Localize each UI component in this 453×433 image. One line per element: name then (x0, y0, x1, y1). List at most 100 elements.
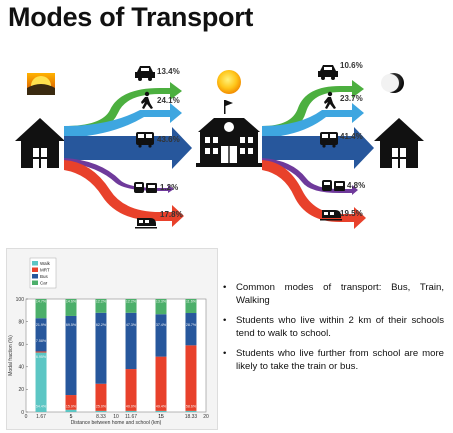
y-axis-label: Modal fraction (%) (8, 335, 14, 376)
flow-car (64, 82, 182, 138)
bar-segment (95, 312, 107, 384)
bar-segment (155, 299, 167, 315)
bar-segment (185, 299, 197, 314)
y-tick-label: 80 (18, 319, 24, 325)
category-label: 1.67 (36, 414, 46, 420)
flow-bus (64, 127, 192, 169)
y-tick-label: 40 (18, 365, 24, 371)
bar-data-label: 54.4% (36, 404, 47, 408)
category-label: 18.33 (185, 414, 198, 420)
bar-segment (155, 356, 167, 411)
flow-car-return (262, 80, 364, 138)
train-bus-percent-label: 1.2% (160, 183, 178, 192)
legend-label: MRT (40, 268, 50, 273)
x-tick-label: 10 (113, 414, 119, 420)
flow-train-bus (64, 158, 174, 193)
flow-walk-return (262, 103, 364, 138)
flows-to-school (64, 82, 192, 227)
bar-segment (35, 352, 47, 412)
mrt-percent-label: 17.8% (160, 210, 183, 219)
car-icon-return (318, 65, 338, 80)
bar-data-label: 21.9% (36, 323, 47, 327)
legend-swatch (32, 274, 38, 279)
bus-icon-return (320, 132, 338, 148)
mrt-icon-return (320, 210, 342, 221)
walk-return-percent-label: 23.7% (340, 94, 363, 103)
bar-segment (155, 314, 167, 357)
x-tick-label: 0 (25, 414, 28, 420)
train-bus-icon (134, 182, 157, 193)
x-axis-label: Distance between home and school (km) (71, 420, 162, 426)
flow-train-bus-return (262, 158, 358, 195)
y-tick-label: 0 (21, 410, 24, 416)
bar-segment (185, 313, 197, 346)
x-tick-label: 15 (158, 414, 164, 420)
bar-segment (35, 318, 47, 352)
legend-label: Walk (40, 261, 51, 266)
bar-data-label: 11.6% (186, 299, 197, 303)
bar-segment (185, 345, 197, 411)
bar-data-label: 37.4% (156, 323, 167, 327)
bar-segment (65, 395, 77, 410)
bar-data-label: 47.3% (126, 323, 137, 327)
car-icon (135, 66, 155, 81)
bullet-item: Students who live within 2 km of their s… (222, 315, 444, 340)
bar-segment (125, 410, 137, 412)
walk-icon-return (324, 91, 336, 109)
bar-data-label: 25.0% (96, 404, 107, 408)
flow-mrt-return (262, 160, 366, 229)
bar-data-label: 62.2% (96, 323, 107, 327)
walk-icon (141, 91, 153, 109)
legend-label: Car (40, 281, 48, 286)
home-icon-return (374, 118, 424, 168)
car-percent-label: 13.4% (157, 67, 180, 76)
plot-area (25, 298, 207, 413)
bar-segment (95, 383, 107, 411)
mrt-return-percent-label: 19.5% (340, 209, 363, 218)
bar-segment (125, 369, 137, 411)
bar-segment (95, 410, 107, 412)
legend-label: Bus (40, 274, 49, 279)
bullet-list: Common modes of transport: Bus, Train, W… (222, 282, 444, 381)
bus-icon (136, 132, 154, 148)
flow-walk (64, 103, 182, 138)
bar-segment (65, 299, 77, 316)
bus-percent-label: 43.6% (157, 135, 180, 144)
bar-segment (35, 299, 47, 319)
flows-from-school (262, 80, 374, 229)
bullet-item: Common modes of transport: Bus, Train, W… (222, 282, 444, 307)
car-return-percent-label: 10.6% (340, 61, 363, 70)
x-tick-label: 20 (203, 414, 209, 420)
bar-segment (155, 410, 167, 412)
x-tick-label: 5 (70, 414, 73, 420)
flow-bus-return (262, 127, 374, 169)
bar-data-label: 12.2% (126, 299, 137, 303)
bar-segment (65, 409, 77, 412)
bar-data-label: 15.9% (66, 404, 77, 408)
y-tick-label: 60 (18, 342, 24, 348)
mrt-icon (135, 218, 157, 229)
category-label: 15 (158, 414, 164, 420)
legend-swatch (32, 280, 38, 285)
bar-segment (95, 299, 107, 313)
category-label: 11.67 (125, 414, 137, 420)
bar-segment (35, 351, 47, 353)
bar-data-label: 58.6% (186, 404, 197, 408)
sunrise-icon (27, 73, 55, 95)
bus-return-percent-label: 41.4% (340, 132, 363, 141)
bar-data-label: 28.7% (186, 323, 197, 327)
bar-data-label: 13.3% (156, 299, 167, 303)
moon-icon (381, 73, 404, 93)
bar-data-label: 14.7% (36, 299, 47, 303)
school-icon (196, 100, 262, 167)
legend-swatch (32, 261, 38, 266)
y-tick-label: 20 (18, 387, 24, 393)
category-label: 8.33 (96, 414, 106, 420)
category-label: 5 (70, 414, 73, 420)
bar-segment (65, 315, 77, 396)
y-tick-label: 100 (16, 297, 25, 303)
bar-data-label: 49.4% (156, 404, 167, 408)
sun-icon (217, 70, 241, 94)
